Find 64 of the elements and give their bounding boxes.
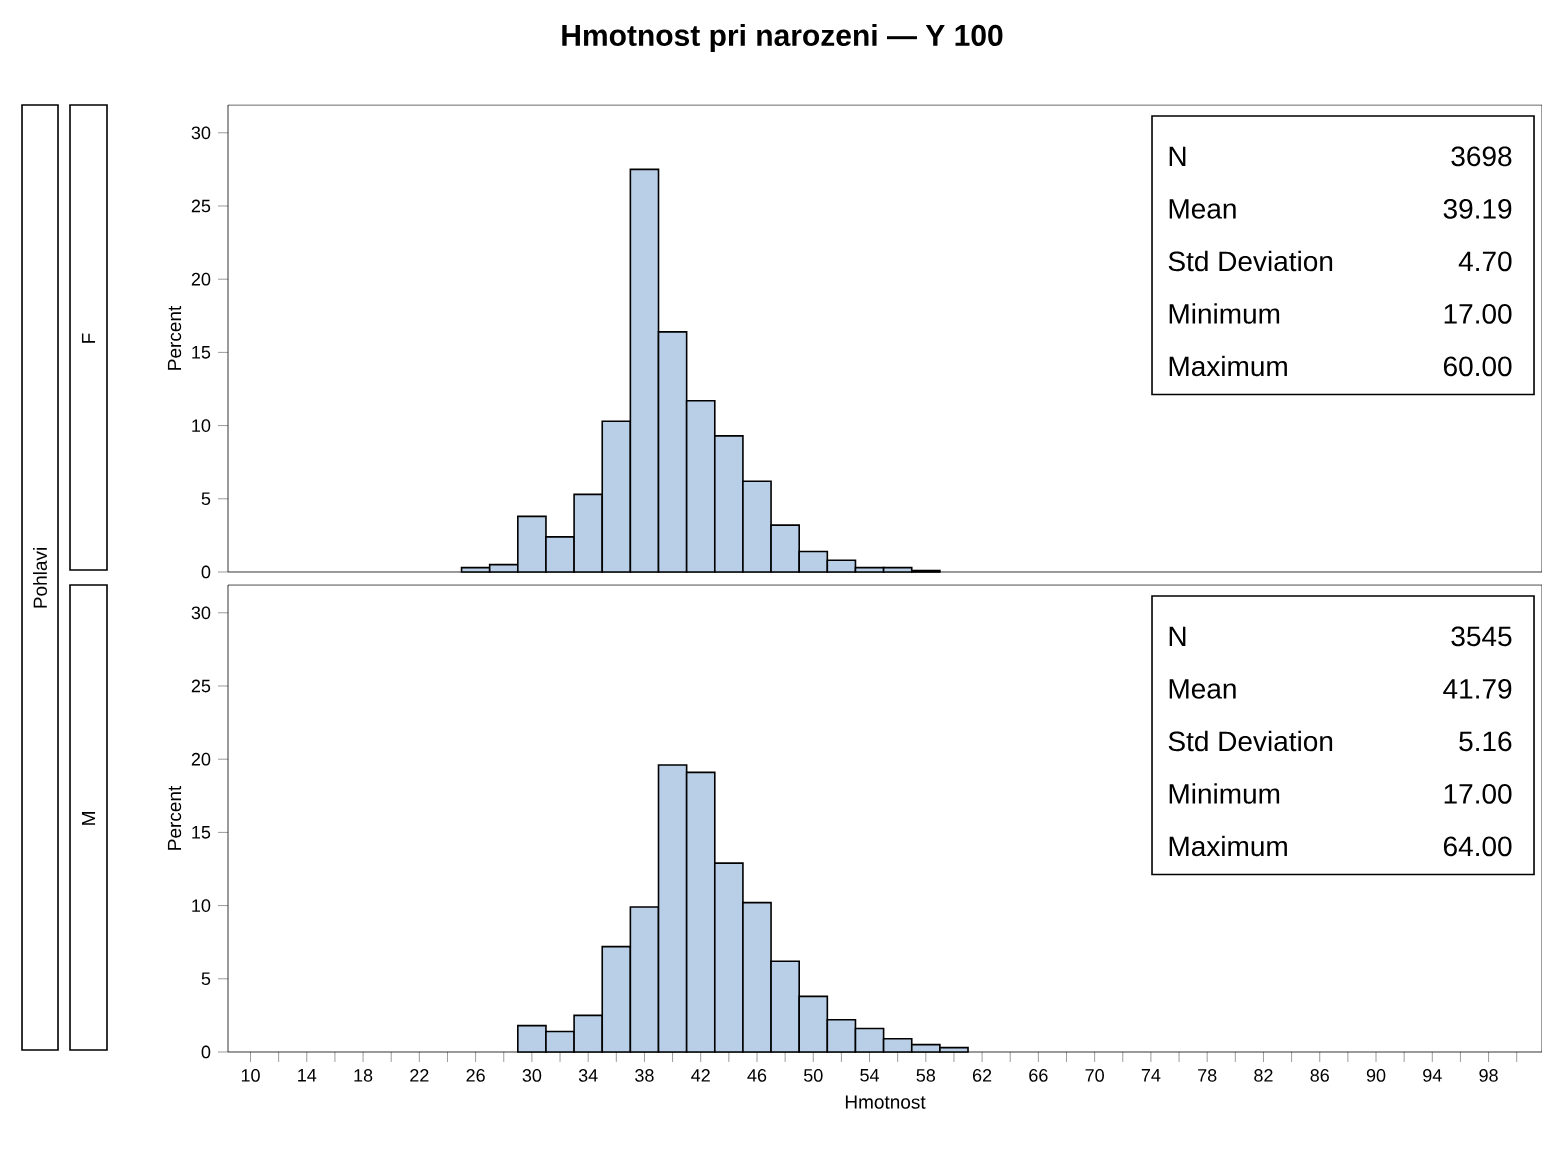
annotation: Maximum [1169, 835, 1287, 857]
y-tick-label: 30 [191, 606, 211, 620]
x-tick-label: 86 [1310, 1069, 1329, 1082]
x-tick-label: 38 [635, 1069, 654, 1082]
annotation: Std Deviation [1168, 250, 1333, 272]
text: M [81, 812, 96, 825]
x-tick-label: 14 [298, 1069, 317, 1082]
y-tick-label: 30 [191, 126, 211, 140]
x-tick-label: 74 [1141, 1069, 1161, 1082]
y-tick-label: 25 [191, 679, 211, 693]
x-tick-label: 58 [916, 1069, 936, 1082]
y-axis-title: Percent [167, 305, 182, 370]
x-axis-title: Hmotnost [845, 1095, 926, 1109]
x-tick-label: 10 [241, 1069, 260, 1082]
text: Pohlavi [33, 548, 47, 608]
x-tick-label: 34 [578, 1069, 598, 1082]
y-tick-label: 25 [191, 199, 211, 213]
y-tick-label: 10 [192, 899, 211, 912]
text: F [81, 333, 96, 343]
annotation: 17.00 [1444, 303, 1512, 324]
annotation: 41.79 [1443, 678, 1512, 699]
y-tick-label: 0 [201, 565, 211, 579]
chart-title: Hmotnost pri narozeni — Y 100 [562, 24, 1003, 52]
annotation: 64.00 [1443, 836, 1512, 857]
y-tick-label: 15 [192, 346, 211, 359]
annotation: 60.00 [1443, 356, 1512, 377]
annotation: 39.19 [1443, 198, 1512, 219]
annotation: N [1169, 146, 1186, 166]
x-tick-label: 46 [747, 1069, 767, 1082]
x-tick-label: 42 [691, 1069, 710, 1082]
annotation: 3545 [1451, 626, 1512, 647]
annotation: 5.16 [1459, 731, 1512, 752]
x-tick-label: 78 [1198, 1069, 1217, 1082]
annotation: 4.70 [1458, 251, 1512, 272]
annotation: Mean [1169, 679, 1236, 699]
x-tick-label: 30 [522, 1069, 542, 1082]
annotation: N [1169, 626, 1186, 646]
x-tick-label: 82 [1254, 1069, 1273, 1082]
annotation: Mean [1169, 199, 1236, 219]
x-tick-label: 66 [1029, 1069, 1048, 1082]
y-tick-label: 20 [191, 752, 211, 766]
y-tick-label: 10 [192, 419, 211, 432]
x-tick-label: 22 [410, 1069, 429, 1082]
x-tick-label: 26 [466, 1069, 485, 1082]
x-tick-label: 70 [1085, 1069, 1104, 1082]
x-tick-label: 94 [1423, 1069, 1442, 1082]
x-tick-label: 50 [803, 1069, 823, 1082]
annotation: Std Deviation [1168, 730, 1333, 752]
x-tick-label: 62 [972, 1069, 992, 1082]
y-tick-label: 5 [201, 972, 211, 986]
y-tick-label: 15 [192, 826, 211, 839]
annotation: Maximum [1169, 355, 1287, 377]
x-tick-label: 18 [354, 1069, 373, 1082]
annotation: 17.00 [1444, 783, 1512, 804]
annotation: Minimum [1169, 303, 1280, 324]
annotation: 3698 [1451, 146, 1512, 167]
y-tick-label: 20 [191, 272, 211, 286]
y-axis-title: Percent [167, 785, 182, 850]
x-tick-label: 54 [860, 1069, 880, 1082]
y-tick-label: 0 [201, 1045, 211, 1059]
x-tick-label: 90 [1366, 1069, 1386, 1082]
annotation: Minimum [1169, 783, 1280, 804]
y-tick-label: 5 [201, 492, 211, 506]
x-tick-label: 98 [1479, 1069, 1498, 1082]
